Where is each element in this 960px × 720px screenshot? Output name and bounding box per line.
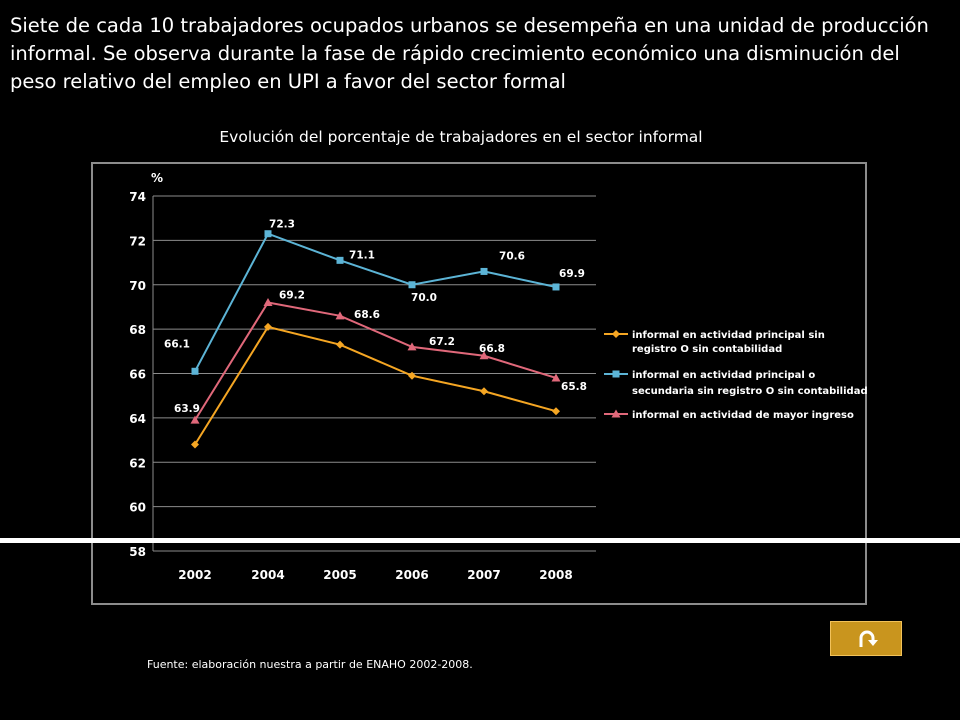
data-point-square — [336, 256, 344, 264]
x-tick-label: 2007 — [467, 568, 500, 582]
x-tick-label: 2006 — [395, 568, 428, 582]
y-tick-label: 70 — [129, 279, 146, 293]
data-label: 70.6 — [499, 250, 525, 262]
data-point-triangle — [190, 415, 200, 424]
x-tick-label: 2008 — [539, 568, 572, 582]
legend-entry: informal en actividad principal sin — [632, 330, 825, 341]
data-point-triangle — [611, 409, 621, 418]
legend-entry: registro O sin contabilidad — [632, 344, 782, 355]
source-note: Fuente: elaboración nuestra a partir de … — [147, 658, 473, 671]
data-point-square — [191, 367, 199, 375]
data-point-triangle — [407, 342, 417, 351]
y-tick-label: 74 — [129, 190, 146, 204]
data-point-diamond — [408, 371, 416, 380]
data-point-diamond — [552, 407, 560, 416]
data-point-square — [480, 267, 488, 275]
y-tick-label: 64 — [129, 412, 146, 426]
series-line — [194, 232, 557, 372]
data-label: 67.2 — [429, 336, 455, 348]
data-point-square — [264, 230, 272, 238]
y-axis-label: % — [151, 171, 163, 185]
headline-text: Siete de cada 10 trabajadores ocupados u… — [10, 14, 929, 93]
data-label: 65.8 — [561, 381, 587, 393]
u-turn-arrow-icon — [859, 630, 878, 647]
data-label: 66.1 — [164, 338, 190, 350]
data-label: 69.2 — [279, 290, 305, 302]
data-point-square — [612, 370, 620, 378]
data-point-square — [408, 281, 416, 289]
y-tick-label: 66 — [129, 368, 146, 382]
x-tick-label: 2005 — [323, 568, 356, 582]
return-button[interactable] — [830, 621, 902, 656]
data-point-diamond — [336, 340, 344, 349]
horizontal-divider — [0, 538, 960, 543]
data-label: 66.8 — [479, 343, 505, 355]
legend-entry: secundaria sin registro O sin contabilid… — [632, 386, 868, 397]
series-line — [194, 301, 557, 421]
data-label: 72.3 — [269, 219, 295, 231]
data-point-triangle — [551, 373, 561, 382]
y-tick-label: 68 — [129, 323, 146, 337]
data-point-square — [552, 283, 560, 291]
data-point-triangle — [479, 351, 489, 360]
chart-title: Evolución del porcentaje de trabajadores… — [219, 128, 703, 146]
chart-frame — [91, 162, 867, 605]
y-tick-label: 62 — [129, 456, 146, 470]
data-point-diamond — [612, 330, 620, 338]
y-tick-label: 60 — [129, 501, 146, 515]
data-label: 63.9 — [174, 403, 200, 415]
data-label: 69.9 — [559, 268, 585, 280]
data-point-diamond — [264, 322, 272, 331]
data-point-triangle — [263, 298, 273, 306]
data-label: 70.0 — [411, 292, 437, 304]
x-tick-label: 2004 — [251, 568, 284, 582]
y-tick-label: 58 — [129, 545, 146, 559]
data-label: 71.1 — [349, 249, 375, 261]
y-tick-label: 72 — [129, 234, 146, 248]
legend-entry: informal en actividad principal o — [632, 370, 815, 381]
x-tick-label: 2002 — [178, 568, 211, 582]
data-label: 68.6 — [354, 309, 380, 321]
legend-entry: informal en actividad de mayor ingreso — [632, 410, 854, 421]
data-point-diamond — [191, 440, 199, 449]
data-point-triangle — [335, 311, 345, 320]
data-point-diamond — [480, 387, 488, 396]
series-line — [194, 325, 557, 446]
